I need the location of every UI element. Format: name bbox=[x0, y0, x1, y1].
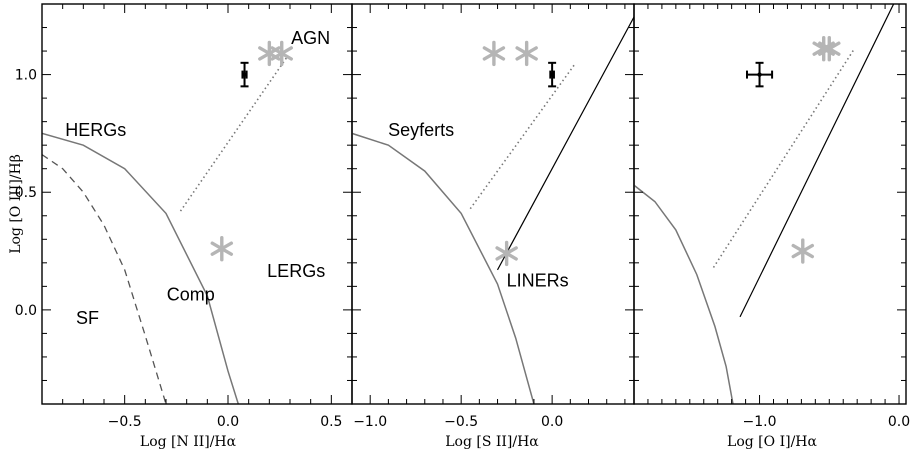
plot-frame-nii bbox=[41, 3, 353, 405]
error-center-oi bbox=[757, 72, 762, 77]
region-label-hergs: HERGs bbox=[65, 120, 126, 140]
region-label-sf: SF bbox=[76, 308, 99, 328]
curve-solid-oi-1 bbox=[739, 4, 895, 318]
asterisk-marker-nii-1 bbox=[270, 40, 293, 67]
panel-oi: Log [O I]/Hα −1.0 0.0 bbox=[633, 3, 910, 450]
x-axis-title-oi: Log [O I]/Hα bbox=[727, 434, 817, 450]
error-bar-point-oi-0 bbox=[745, 61, 774, 88]
curve-dotted-sii-2 bbox=[469, 62, 577, 210]
curve-dotted-oi-2 bbox=[712, 48, 856, 268]
curve-dotted-nii-2 bbox=[179, 55, 289, 212]
x-axis-title-sii: Log [S II]/Hα bbox=[445, 434, 539, 450]
plot-frame-oi bbox=[633, 3, 907, 405]
curve-solid-nii-0 bbox=[42, 132, 240, 404]
y-tick-label-1: 0.5 bbox=[15, 185, 37, 201]
asterisk-marker-sii-2 bbox=[495, 240, 518, 267]
asterisk-stroke-nii-1-2 bbox=[270, 46, 293, 61]
plot-area-oi bbox=[634, 4, 895, 404]
error-center-nii bbox=[242, 72, 247, 77]
x-tick-label-oi-0: −1.0 bbox=[743, 414, 777, 430]
panel-nii: Log [N II]/Hα AGN HERGs LERGs Comp SF −0.5 0.0… bbox=[15, 3, 353, 450]
asterisk-marker-oi-1 bbox=[818, 36, 841, 62]
curve-dashed-nii-1 bbox=[42, 154, 167, 404]
asterisk-stroke-sii-0-2 bbox=[482, 46, 506, 61]
asterisk-marker-nii-2 bbox=[210, 236, 234, 262]
x-tick-label-sii-0: −1.0 bbox=[353, 414, 387, 430]
region-label-lergs: LERGs bbox=[267, 261, 325, 281]
asterisk-stroke-sii-2-2 bbox=[495, 246, 518, 261]
x-tick-label-sii-1: −0.5 bbox=[444, 414, 478, 430]
asterisk-marker-oi-2 bbox=[791, 238, 815, 264]
region-label-seyferts: Seyferts bbox=[388, 120, 454, 140]
x-tick-label-sii-2: 0.0 bbox=[541, 414, 563, 430]
asterisk-marker-nii-0 bbox=[258, 40, 281, 67]
panel-sii: Log [S II]/Hα Seyferts LINERs −1.0 −0.5 0.0 bbox=[351, 3, 635, 450]
asterisk-marker-sii-0 bbox=[482, 40, 506, 67]
region-label-comp: Comp bbox=[167, 284, 215, 304]
asterisk-marker-sii-1 bbox=[515, 40, 538, 67]
region-label-agn: AGN bbox=[291, 28, 330, 48]
curve-solid-oi-0 bbox=[634, 184, 734, 404]
asterisk-stroke-nii-2-2 bbox=[210, 241, 234, 256]
plot-area-nii bbox=[42, 40, 293, 404]
error-center-sii bbox=[549, 72, 555, 77]
plot-area-sii bbox=[352, 15, 634, 404]
y-tick-label-2: 1.0 bbox=[15, 68, 37, 84]
asterisk-stroke-oi-2-2 bbox=[791, 243, 815, 259]
y-tick-label-0: 0.0 bbox=[15, 303, 37, 319]
asterisk-stroke-sii-1-2 bbox=[515, 46, 538, 61]
error-bar-point-sii-0 bbox=[548, 61, 557, 88]
error-bar-point-nii-0 bbox=[240, 61, 249, 88]
x-axis-title-nii: Log [N II]/Hα bbox=[140, 434, 237, 450]
region-label-liners: LINERs bbox=[507, 270, 569, 290]
curve-solid-sii-0 bbox=[352, 132, 535, 404]
x-tick-label-nii-2: 0.5 bbox=[320, 414, 342, 430]
y-axis-title: Log [O III]/Hβ bbox=[8, 154, 24, 254]
x-tick-label-oi-1: 0.0 bbox=[888, 414, 910, 430]
curve-solid-sii-1 bbox=[496, 15, 634, 271]
x-tick-label-nii-1: 0.0 bbox=[217, 414, 239, 430]
asterisk-stroke-oi-1-2 bbox=[818, 41, 841, 56]
x-tick-label-nii-0: −0.5 bbox=[108, 414, 142, 430]
